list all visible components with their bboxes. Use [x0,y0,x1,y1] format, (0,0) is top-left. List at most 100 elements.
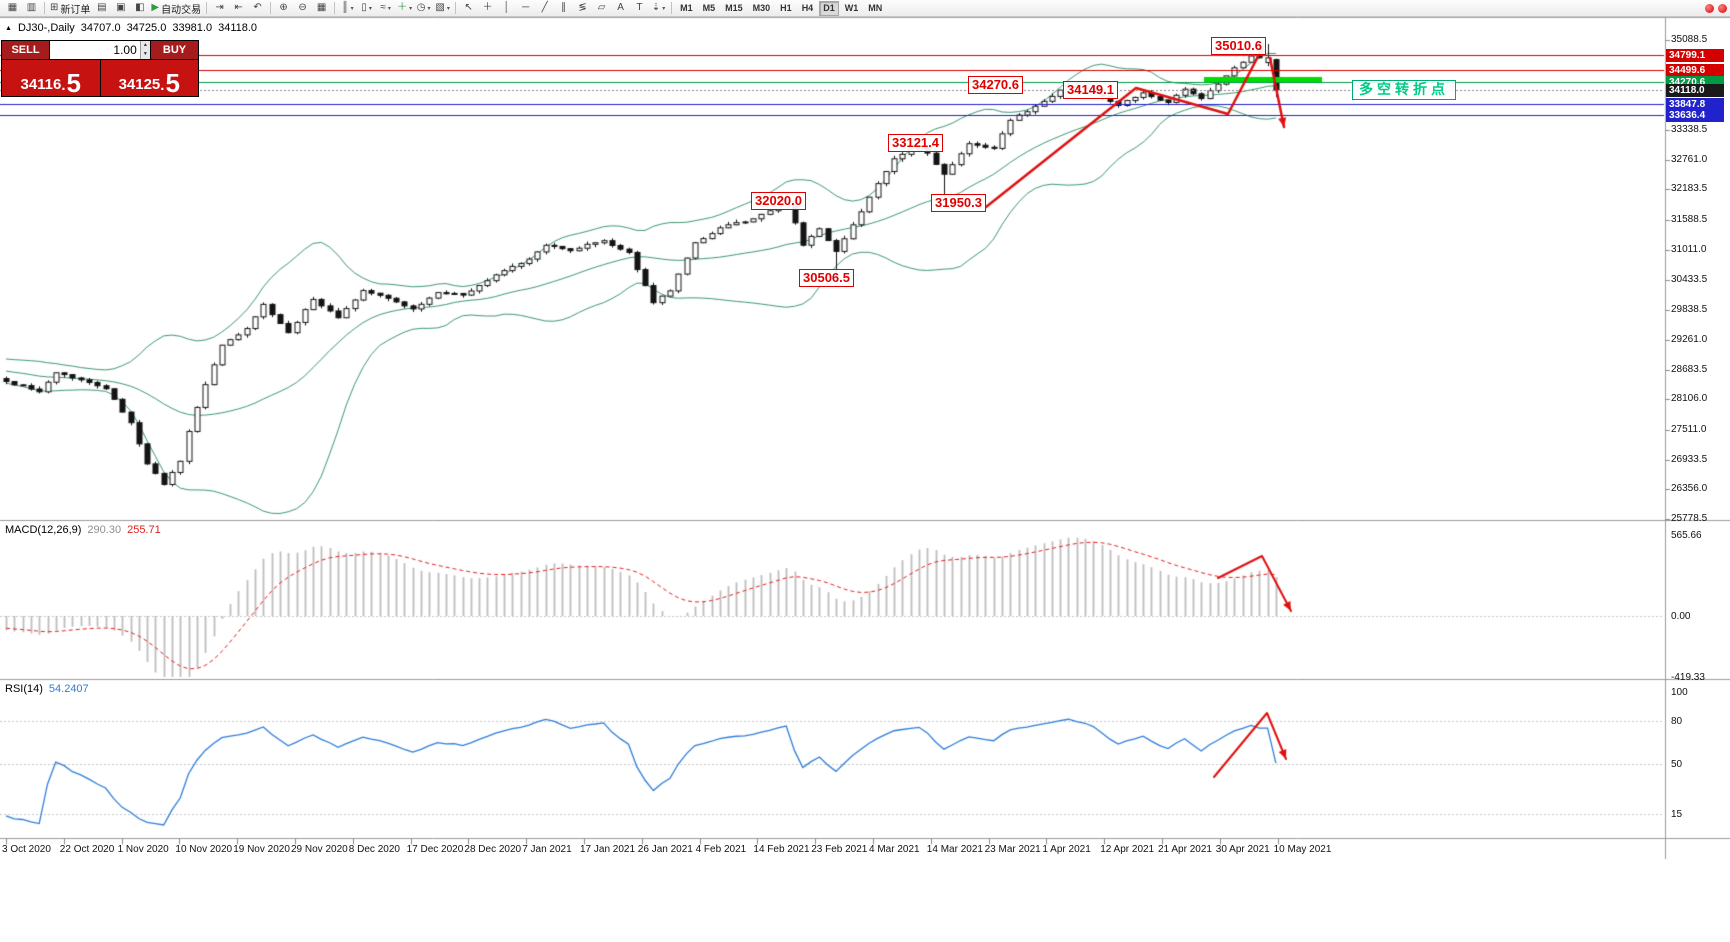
candlestick-icon[interactable]: ▯ ▾ [357,1,376,16]
market-watch-icon: ▤ [97,2,107,13]
timeframe-w1-button[interactable]: W1 [844,2,859,13]
autotrade-button[interactable]: ▶ 自动交易 [149,1,203,16]
text-icon: A [617,2,624,13]
periods-icon: ◷ [416,2,426,13]
trendline-icon: ╱ [541,2,548,13]
zoom-out-icon[interactable]: ⊖ [293,1,312,16]
new-chart-icon[interactable]: ▦ [3,1,22,16]
arrow-label-icon: T [636,2,643,13]
ohlc-open: 34707.0 [80,22,121,34]
sell-button[interactable]: SELL [2,41,49,59]
bar-chart-icon[interactable]: ║ ▾ [338,1,357,16]
zoom-in-icon: ⊕ [279,2,288,13]
ohlc-high: 34725.0 [126,22,167,34]
undo-icon[interactable]: ↶ [248,1,267,16]
data-window-icon: ▣ [116,2,126,13]
chevron-down-icon[interactable]: ▾ [662,5,666,12]
toolbar-separator [206,2,208,14]
chart-shift-icon[interactable]: ⇤ [229,1,248,16]
profiles-icon[interactable]: ▥ [22,1,41,16]
more-tools-icon: ⇣ [651,2,661,13]
trendline-icon[interactable]: ╱ [535,1,554,16]
toolbar-separator [671,2,673,14]
new-order-button[interactable]: ⊞ 新订单 [48,1,92,16]
new-order-button: ⊞ [50,2,59,13]
profiles-icon: ▥ [26,2,37,13]
new-order-button-label: 新订单 [60,4,91,16]
timeframe-m30-button[interactable]: M30 [752,2,771,13]
chart-shift-icon: ⇤ [234,2,243,13]
buy-price-int: 34125 [118,76,161,93]
bar-chart-icon: ║ [341,2,349,13]
crosshair-icon: ＋ [482,2,493,13]
horizontal-line-icon[interactable]: ─ [516,1,535,16]
tile-windows-icon: ▦ [316,2,327,13]
auto-scroll-icon[interactable]: ⇥ [210,1,229,16]
timeframe-d1-button[interactable]: D1 [819,0,839,16]
shapes-icon[interactable]: ▱ [592,1,611,16]
timeframe-m5-button[interactable]: M5 [702,2,716,13]
timeframe-h4-button[interactable]: H4 [801,2,814,13]
auto-scroll-icon: ⇥ [215,2,224,13]
buy-price-button[interactable]: 34125. 5 [100,60,198,98]
timeframe-m1-button[interactable]: M1 [680,2,693,13]
sell-price-int: 34116 [20,76,62,93]
toolbar-separator [334,2,336,14]
vertical-line-icon[interactable]: │ [497,1,516,16]
text-icon[interactable]: A [611,1,630,16]
horizontal-line-icon: ─ [522,2,530,13]
timeframe-h1-button[interactable]: H1 [780,2,792,13]
sell-price-button[interactable]: 34116. 5 [2,60,100,96]
arrow-label-icon[interactable]: T [630,1,649,16]
symbol-info: ▲ DJ30-,Daily 34707.0 34725.0 33981.0 34… [5,22,257,34]
chevron-down-icon[interactable]: ▾ [368,5,372,12]
cursor-icon[interactable]: ↖ [459,1,478,16]
periods-icon[interactable]: ◷ ▾ [414,1,433,16]
volume-down-button[interactable]: ▼ [142,51,148,57]
shapes-icon: ▱ [597,2,606,13]
turning-point-label[interactable]: 多空转折点 [1352,80,1456,100]
chevron-down-icon[interactable]: ▾ [350,5,354,12]
line-chart-icon: ≈ [380,2,386,13]
timeframe-mn-button[interactable]: MN [868,2,883,13]
chevron-down-icon[interactable]: ▾ [387,5,391,12]
fibonacci-icon[interactable]: ≶ [573,1,592,16]
line-chart-icon[interactable]: ≈ ▾ [376,1,395,16]
buy-button[interactable]: BUY [151,41,198,59]
autotrade-button-label: 自动交易 [161,4,202,16]
chevron-down-icon[interactable]: ▾ [446,5,450,12]
templates-icon[interactable]: ▧ ▾ [433,1,452,16]
tile-windows-icon[interactable]: ▦ [312,1,331,16]
undo-icon: ↶ [253,2,262,13]
candlestick-icon: ▯ [361,2,367,13]
fibonacci-icon: ≶ [578,2,587,13]
indicators-icon: ＋ [397,2,408,13]
sell-price-dot: . [61,77,66,94]
volume-input[interactable] [50,41,140,59]
toolbar-separator [270,2,272,14]
chevron-down-icon[interactable]: ▾ [427,5,431,12]
crosshair-icon[interactable]: ＋ [478,1,497,16]
volume-up-button[interactable]: ▲ [142,42,148,48]
macd-value-main: 290.30 [87,524,122,536]
status-dot-icon [1718,3,1727,13]
rsi-value: 54.2407 [48,683,89,695]
autotrade-button: ▶ [151,2,160,13]
symbol-name: DJ30-,Daily [17,22,75,34]
channel-icon[interactable]: ∥ [554,1,573,16]
chevron-down-icon[interactable]: ▾ [409,5,413,12]
market-watch-icon[interactable]: ▤ [92,1,111,16]
more-tools-icon[interactable]: ⇣ ▾ [649,1,668,16]
data-window-icon[interactable]: ▣ [111,1,130,16]
new-chart-icon: ▦ [7,2,18,13]
zoom-in-icon[interactable]: ⊕ [274,1,293,16]
macd-name: MACD(12,26,9) [5,524,82,536]
indicators-icon[interactable]: ＋ ▾ [395,1,414,16]
buy-price-dec: 5 [165,67,180,98]
collapse-icon[interactable]: ▲ [5,24,12,32]
timeframe-m15-button[interactable]: M15 [725,2,743,13]
navigator-icon[interactable]: ◧ [130,1,149,16]
sell-price-dec: 5 [66,67,82,98]
templates-icon: ▧ [435,2,445,13]
